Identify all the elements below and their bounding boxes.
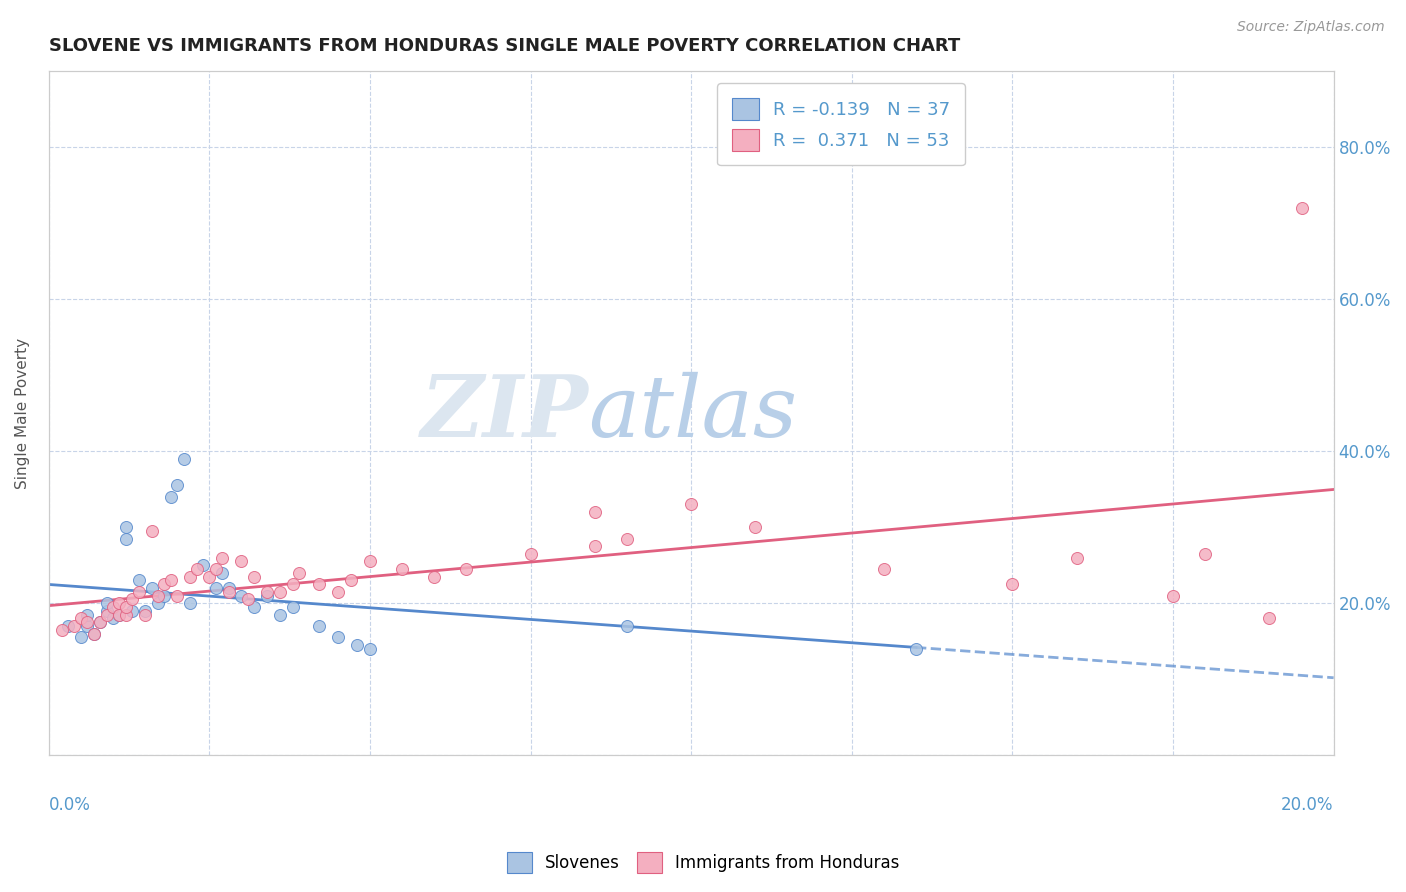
Point xyxy=(141,581,163,595)
Point xyxy=(89,615,111,630)
Point xyxy=(1001,577,1024,591)
Text: 20.0%: 20.0% xyxy=(1281,797,1334,814)
Point xyxy=(63,619,86,633)
Point xyxy=(83,626,105,640)
Point xyxy=(519,547,541,561)
Point xyxy=(211,566,233,580)
Point xyxy=(115,520,138,534)
Point xyxy=(96,596,118,610)
Point xyxy=(179,596,201,610)
Point xyxy=(51,623,73,637)
Point xyxy=(423,569,446,583)
Point xyxy=(905,641,928,656)
Point xyxy=(101,611,124,625)
Text: 0.0%: 0.0% xyxy=(49,797,90,814)
Point xyxy=(359,554,381,568)
Point xyxy=(308,619,330,633)
Point xyxy=(583,505,606,519)
Point xyxy=(681,497,703,511)
Point xyxy=(236,592,259,607)
Point xyxy=(96,607,118,622)
Y-axis label: Single Male Poverty: Single Male Poverty xyxy=(15,337,30,489)
Point xyxy=(1194,547,1216,561)
Point xyxy=(243,600,266,615)
Point xyxy=(281,600,304,615)
Point xyxy=(243,569,266,583)
Point xyxy=(70,631,93,645)
Point xyxy=(616,619,638,633)
Point xyxy=(134,604,156,618)
Point xyxy=(76,607,98,622)
Point xyxy=(231,554,253,568)
Point xyxy=(115,532,138,546)
Point xyxy=(128,584,150,599)
Point xyxy=(391,562,413,576)
Point xyxy=(96,604,118,618)
Point xyxy=(326,631,349,645)
Point xyxy=(159,490,181,504)
Point xyxy=(56,619,79,633)
Point xyxy=(359,641,381,656)
Point xyxy=(583,539,606,553)
Point xyxy=(173,451,195,466)
Text: SLOVENE VS IMMIGRANTS FROM HONDURAS SINGLE MALE POVERTY CORRELATION CHART: SLOVENE VS IMMIGRANTS FROM HONDURAS SING… xyxy=(49,37,960,55)
Point xyxy=(281,577,304,591)
Point xyxy=(128,574,150,588)
Point xyxy=(89,615,111,630)
Point xyxy=(204,581,226,595)
Point xyxy=(121,592,143,607)
Point xyxy=(166,478,188,492)
Point xyxy=(616,532,638,546)
Point xyxy=(191,558,214,573)
Point xyxy=(121,604,143,618)
Text: Source: ZipAtlas.com: Source: ZipAtlas.com xyxy=(1237,20,1385,34)
Point xyxy=(1161,589,1184,603)
Point xyxy=(204,562,226,576)
Point xyxy=(70,611,93,625)
Point xyxy=(288,566,311,580)
Point xyxy=(308,577,330,591)
Point xyxy=(1258,611,1281,625)
Point xyxy=(108,607,131,622)
Point xyxy=(186,562,208,576)
Point xyxy=(744,520,766,534)
Point xyxy=(76,619,98,633)
Point xyxy=(873,562,896,576)
Point xyxy=(166,589,188,603)
Point xyxy=(256,589,278,603)
Point xyxy=(108,607,131,622)
Point xyxy=(101,600,124,615)
Point xyxy=(218,584,240,599)
Point xyxy=(1291,201,1313,215)
Legend: R = -0.139   N = 37, R =  0.371   N = 53: R = -0.139 N = 37, R = 0.371 N = 53 xyxy=(717,83,965,165)
Point xyxy=(269,607,291,622)
Point xyxy=(456,562,478,576)
Point xyxy=(326,584,349,599)
Point xyxy=(115,607,138,622)
Point xyxy=(153,577,176,591)
Point xyxy=(339,574,361,588)
Text: atlas: atlas xyxy=(588,372,797,454)
Point xyxy=(141,524,163,538)
Point xyxy=(146,589,169,603)
Point xyxy=(134,607,156,622)
Point xyxy=(108,596,131,610)
Point xyxy=(153,589,176,603)
Point xyxy=(198,569,221,583)
Point xyxy=(115,600,138,615)
Point xyxy=(159,574,181,588)
Point xyxy=(346,638,368,652)
Point xyxy=(218,581,240,595)
Point xyxy=(1066,550,1088,565)
Point xyxy=(146,596,169,610)
Point xyxy=(269,584,291,599)
Point xyxy=(179,569,201,583)
Legend: Slovenes, Immigrants from Honduras: Slovenes, Immigrants from Honduras xyxy=(501,846,905,880)
Point xyxy=(256,584,278,599)
Point xyxy=(83,626,105,640)
Point xyxy=(211,550,233,565)
Text: ZIP: ZIP xyxy=(420,371,588,455)
Point xyxy=(76,615,98,630)
Point xyxy=(231,589,253,603)
